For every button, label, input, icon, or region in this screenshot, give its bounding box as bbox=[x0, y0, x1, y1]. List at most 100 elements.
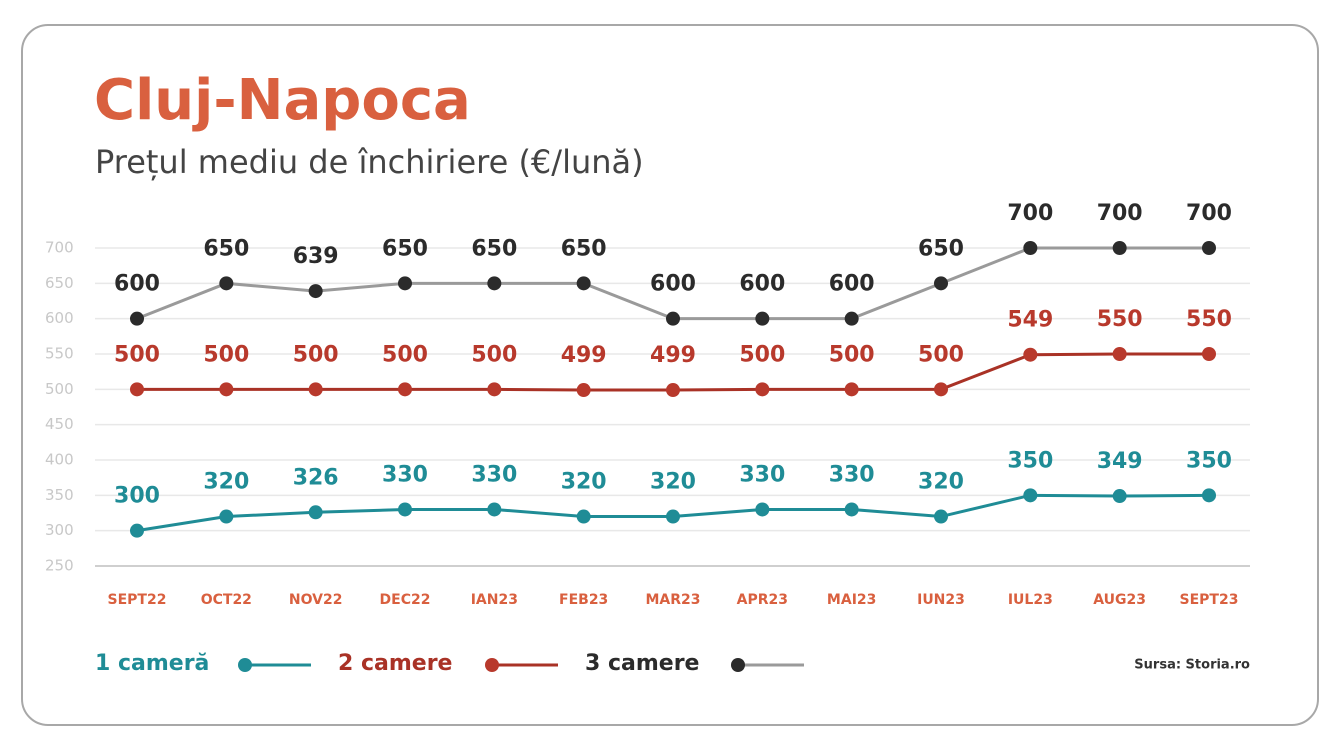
y-tick-label: 700 bbox=[45, 239, 74, 257]
data-label: 320 bbox=[203, 470, 249, 495]
x-tick-label: MAR23 bbox=[645, 592, 700, 608]
marker bbox=[576, 276, 591, 291]
legend-label: 2 camere bbox=[338, 651, 452, 676]
x-tick-label: APR23 bbox=[737, 592, 788, 608]
data-label: 330 bbox=[829, 462, 875, 487]
y-tick-label: 500 bbox=[45, 380, 74, 398]
marker bbox=[1202, 241, 1216, 255]
data-label: 320 bbox=[561, 470, 607, 495]
data-label: 700 bbox=[1007, 201, 1053, 226]
marker bbox=[755, 311, 770, 326]
marker bbox=[1023, 241, 1038, 255]
y-tick-label: 350 bbox=[45, 486, 74, 504]
marker bbox=[666, 383, 680, 398]
marker bbox=[1202, 347, 1216, 361]
marker bbox=[755, 502, 770, 517]
marker bbox=[1112, 241, 1127, 255]
legend-label: 1 cameră bbox=[95, 651, 209, 676]
data-label: 499 bbox=[561, 343, 607, 368]
marker bbox=[576, 383, 591, 398]
data-label: 650 bbox=[918, 236, 964, 261]
data-label: 500 bbox=[471, 342, 517, 367]
y-tick-label: 600 bbox=[45, 309, 74, 327]
marker bbox=[308, 505, 323, 520]
data-label: 550 bbox=[1186, 307, 1232, 332]
source: Sursa: Storia.ro bbox=[1134, 658, 1250, 673]
marker bbox=[398, 276, 412, 291]
x-tick-label: OCT22 bbox=[201, 592, 252, 608]
marker bbox=[1112, 347, 1127, 361]
x-tick-label: IUN23 bbox=[917, 592, 965, 608]
data-label: 330 bbox=[382, 462, 428, 487]
y-tick-label: 550 bbox=[45, 345, 74, 363]
data-label: 500 bbox=[918, 342, 964, 367]
x-tick-label: IUL23 bbox=[1008, 592, 1053, 608]
marker bbox=[844, 311, 859, 326]
data-label: 650 bbox=[471, 236, 517, 261]
marker bbox=[219, 382, 234, 397]
marker bbox=[308, 284, 323, 299]
legend-marker bbox=[238, 658, 252, 672]
marker bbox=[219, 509, 234, 524]
marker bbox=[130, 382, 144, 397]
data-label: 326 bbox=[293, 465, 339, 490]
marker bbox=[934, 509, 948, 524]
data-label: 700 bbox=[1186, 201, 1232, 226]
data-label: 600 bbox=[650, 272, 696, 297]
y-tick-label: 650 bbox=[45, 274, 74, 292]
y-tick-label: 400 bbox=[45, 451, 74, 469]
data-label: 500 bbox=[382, 342, 428, 367]
marker bbox=[844, 382, 859, 397]
data-label: 350 bbox=[1186, 448, 1232, 473]
data-label: 330 bbox=[471, 462, 517, 487]
data-label: 500 bbox=[114, 342, 160, 367]
marker bbox=[576, 509, 591, 524]
data-label: 700 bbox=[1097, 201, 1143, 226]
data-label: 300 bbox=[114, 484, 160, 509]
data-label: 550 bbox=[1097, 307, 1143, 332]
data-label: 330 bbox=[739, 462, 785, 487]
x-tick-label: MAI23 bbox=[827, 592, 876, 608]
data-label: 600 bbox=[829, 272, 875, 297]
x-tick-label: SEPT22 bbox=[108, 592, 167, 608]
data-label: 650 bbox=[382, 236, 428, 261]
data-label: 320 bbox=[918, 470, 964, 495]
data-label: 499 bbox=[650, 343, 696, 368]
chart-subtitle: Prețul mediu de închiriere (€/lună) bbox=[95, 143, 644, 181]
marker bbox=[487, 276, 502, 291]
marker bbox=[487, 502, 502, 517]
marker bbox=[934, 276, 948, 291]
marker bbox=[398, 382, 412, 397]
y-tick-label: 250 bbox=[45, 557, 74, 575]
legend-marker bbox=[485, 658, 499, 672]
data-label: 600 bbox=[739, 272, 785, 297]
data-label: 500 bbox=[829, 342, 875, 367]
marker bbox=[1023, 347, 1038, 362]
x-tick-label: IAN23 bbox=[471, 592, 518, 608]
marker bbox=[130, 311, 144, 326]
marker bbox=[130, 523, 144, 538]
marker bbox=[487, 382, 502, 397]
marker bbox=[666, 509, 680, 524]
x-tick-label: FEB23 bbox=[559, 592, 608, 608]
card-border bbox=[21, 24, 1319, 726]
data-label: 639 bbox=[293, 244, 339, 269]
data-label: 549 bbox=[1007, 308, 1053, 333]
marker bbox=[219, 276, 234, 291]
data-label: 650 bbox=[561, 236, 607, 261]
data-label: 500 bbox=[203, 342, 249, 367]
legend-marker bbox=[731, 658, 745, 672]
y-tick-label: 300 bbox=[45, 521, 74, 539]
marker bbox=[755, 382, 770, 397]
marker bbox=[1023, 488, 1038, 503]
marker bbox=[844, 502, 859, 517]
y-tick-label: 450 bbox=[45, 415, 74, 433]
x-tick-label: AUG23 bbox=[1093, 592, 1146, 608]
x-tick-label: DEC22 bbox=[380, 592, 431, 608]
marker bbox=[1112, 489, 1127, 504]
data-label: 500 bbox=[739, 342, 785, 367]
marker bbox=[308, 382, 323, 397]
marker bbox=[398, 502, 412, 517]
data-label: 650 bbox=[203, 236, 249, 261]
